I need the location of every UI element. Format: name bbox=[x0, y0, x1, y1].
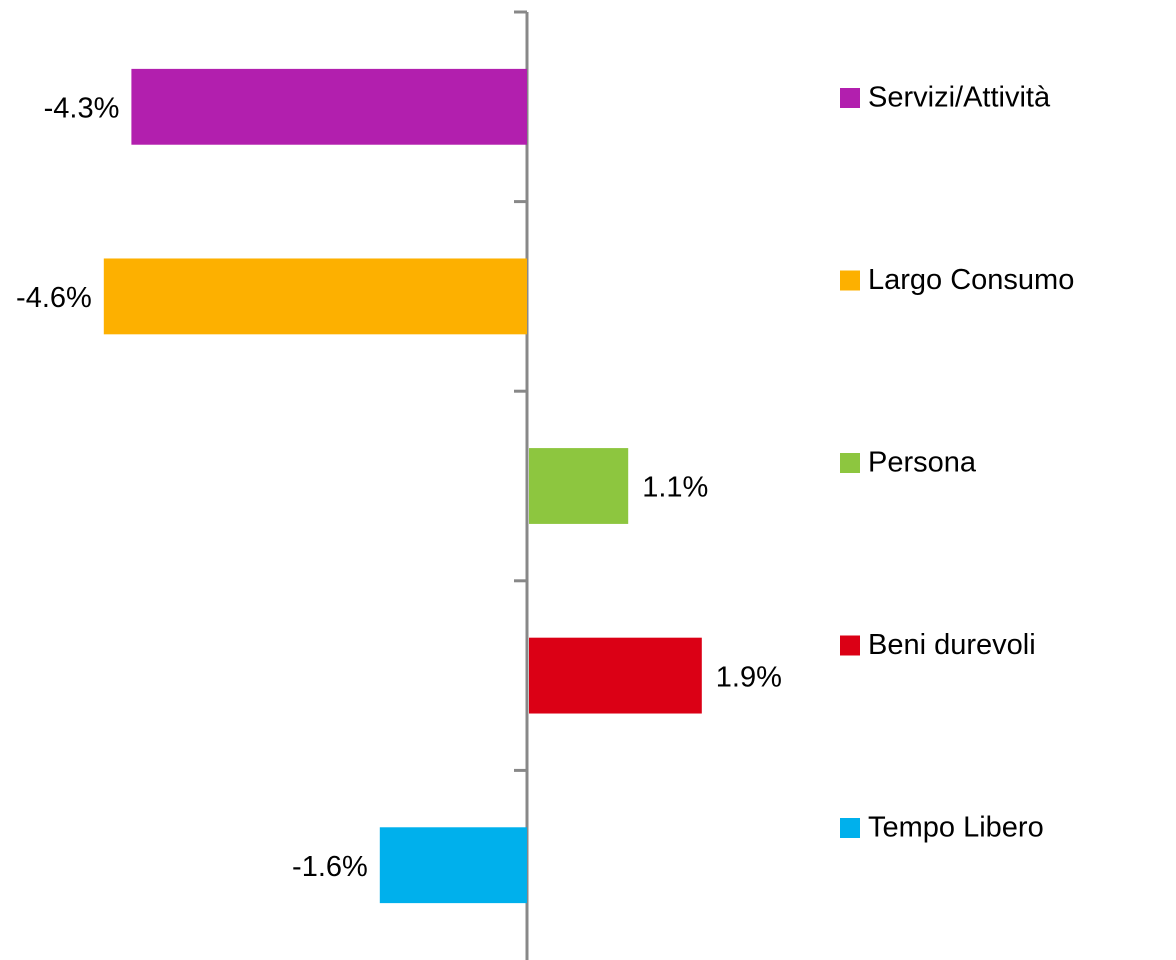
value-label: 1.9% bbox=[716, 661, 782, 693]
legend-label: Largo Consumo bbox=[868, 264, 1074, 296]
legend-swatch bbox=[840, 453, 860, 473]
bar bbox=[131, 68, 527, 145]
bar bbox=[103, 258, 528, 335]
legend-label: Tempo Libero bbox=[868, 812, 1044, 844]
bar bbox=[379, 827, 527, 904]
legend-swatch bbox=[840, 818, 860, 838]
legend-label: Beni durevoli bbox=[868, 629, 1036, 661]
legend-swatch bbox=[840, 88, 860, 108]
legend-label: Servizi/Attività bbox=[868, 82, 1051, 114]
legend-swatch bbox=[840, 270, 860, 291]
legend-swatch bbox=[840, 635, 860, 656]
value-label: -1.6% bbox=[292, 851, 368, 883]
bar bbox=[529, 448, 629, 524]
value-label: -4.3% bbox=[44, 92, 120, 124]
value-label: 1.1% bbox=[642, 472, 708, 504]
legend-label: Persona bbox=[868, 447, 977, 479]
bar bbox=[529, 637, 702, 714]
value-label: -4.6% bbox=[16, 282, 92, 314]
